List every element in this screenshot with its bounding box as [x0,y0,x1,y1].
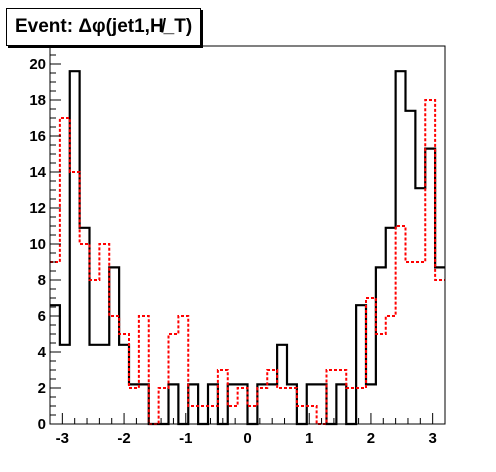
y-tick-label: 0 [38,416,46,433]
y-tick-label: 8 [38,272,46,289]
x-tick-label: 1 [305,430,313,447]
x-tick-label: 2 [367,430,375,447]
y-tick-label: 14 [29,164,46,181]
y-tick-label: 4 [38,344,47,361]
y-tick-label: 18 [29,92,46,109]
x-tick-label: 3 [428,430,436,447]
series-2-line [50,99,445,425]
chart-title: Event: Δφ(jet1,H̸_T) [6,8,202,46]
x-tick-label: -3 [56,430,69,447]
x-tick-label: 0 [243,430,251,447]
y-tick-label: 2 [38,380,46,397]
x-tick-label: -2 [117,430,130,447]
series-1-line [50,70,445,426]
series-layer [50,70,445,426]
x-tick-label: -1 [179,430,192,447]
y-tick-label: 10 [29,236,46,253]
y-tick-label: 20 [29,56,46,73]
y-tick-label: 12 [29,200,46,217]
plot-frame [49,45,446,425]
y-tick-label: 16 [29,128,46,145]
y-tick-label: 6 [38,308,46,325]
